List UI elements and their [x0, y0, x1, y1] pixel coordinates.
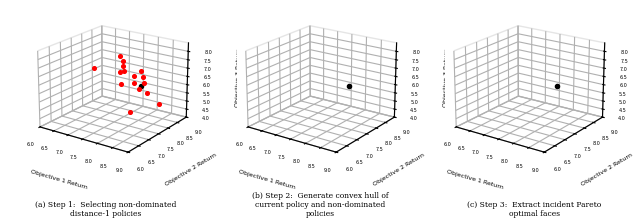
Y-axis label: Objective 2 Return: Objective 2 Return	[372, 152, 426, 187]
X-axis label: Objective 1 Return: Objective 1 Return	[238, 169, 296, 190]
Y-axis label: Objective 2 Return: Objective 2 Return	[164, 152, 218, 187]
Text: (c) Step 3:  Extract incident Pareto
optimal faces: (c) Step 3: Extract incident Pareto opti…	[467, 201, 602, 218]
X-axis label: Objective 1 Return: Objective 1 Return	[30, 169, 88, 190]
Y-axis label: Objective 2 Return: Objective 2 Return	[580, 152, 634, 187]
Text: (b) Step 2:  Generate convex hull of
current policy and non-dominated
policies: (b) Step 2: Generate convex hull of curr…	[252, 192, 388, 218]
Text: (a) Step 1:  Selecting non-dominated
distance-1 policies: (a) Step 1: Selecting non-dominated dist…	[35, 201, 176, 218]
X-axis label: Objective 1 Return: Objective 1 Return	[446, 169, 504, 190]
